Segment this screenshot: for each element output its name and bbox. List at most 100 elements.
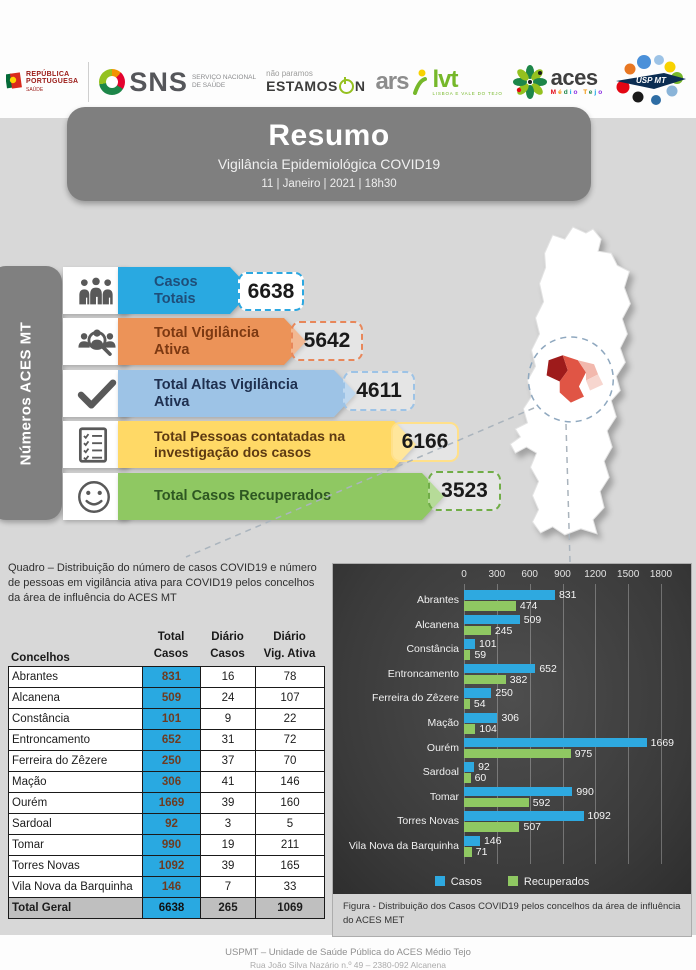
chart-bar-casos [464, 639, 476, 649]
chart-gridline [661, 584, 662, 864]
chart-category-label: Abrantes [416, 594, 459, 606]
title-banner: Resumo Vigilância Epidemiológica COVID19… [67, 107, 591, 201]
cell-diario-vig-ativa: 160 [255, 792, 325, 814]
cell-total-casos: 92 [142, 813, 201, 835]
metric-label: Total Altas Vigilância Ativa [154, 377, 298, 410]
metric-arrow: Total Casos Recuperados [118, 473, 444, 520]
logo-divider [88, 62, 90, 102]
chart-bar-casos [464, 836, 480, 846]
chart-category-label: Mação [427, 717, 459, 729]
chart-bar-casos [464, 590, 555, 600]
cell-diario-vig-ativa: 211 [255, 834, 325, 856]
cell-diario-vig-ativa: 78 [255, 666, 325, 688]
people-group-icon [63, 275, 116, 307]
chart-axis-tick: 1200 [584, 569, 607, 580]
cell-diario-vig-ativa: 5 [255, 813, 325, 835]
chart-bar-value: 975 [574, 747, 593, 760]
chart-category-label: Sardoal [422, 766, 459, 779]
sns-name2: DE SAÚDE [191, 82, 226, 89]
report-subtitle: Vigilância Epidemiológica COVID19 [217, 155, 441, 172]
chart-bar-casos [464, 811, 584, 821]
logo-usp-mt: USP MT [614, 53, 688, 111]
header-concelhos: Concelhos [11, 651, 70, 664]
chart-bar-recuperados [464, 724, 476, 734]
chart-bar-casos [464, 786, 573, 797]
cell-concelho: Ourém [8, 792, 143, 814]
cell-total-casos: 306 [142, 771, 201, 793]
cell-diario-vig-ativa: 22 [255, 708, 325, 730]
chart-category-label: Entroncamento [387, 667, 459, 680]
chart-bar-value: 71 [475, 846, 488, 858]
chart-panel: 0 300 600 900 1200 1500 1800 Abrantes 831 474 Alca… [332, 563, 692, 937]
chart-bar-recuperados [464, 650, 471, 660]
cell-diario-casos: 7 [200, 876, 256, 898]
check-icon [63, 378, 118, 409]
chart-axis-tick: 900 [554, 569, 571, 580]
power-icon [338, 76, 354, 94]
chart-bar-value: 509 [523, 613, 542, 626]
chart-bar-recuperados [464, 797, 529, 808]
table-row: Ferreira do Zêzere 250 37 70 [8, 750, 325, 772]
chart-caption: Figura - Distribuição dos Casos COVID19 … [343, 901, 681, 927]
logo-strip: REPÚBLICA PORTUGUESA SAÚDE SNS SERVIÇO N… [6, 46, 690, 118]
cell-diario-casos: 39 [200, 855, 256, 877]
cell-total-casos: 990 [142, 834, 201, 856]
chart-bar-value: 306 [501, 712, 520, 724]
metric-arrow: Total Pessoas contatadas na investigação… [118, 421, 416, 468]
cell-diario-casos: 24 [200, 687, 256, 709]
cell-diario-casos: 41 [200, 771, 256, 793]
chart-bar-recuperados [464, 773, 471, 783]
cell-diario-vig-ativa: 107 [255, 687, 325, 709]
header-diario-vig: Diário [273, 631, 306, 643]
chart-axis-tick: 0 [461, 569, 467, 580]
republica-line2: PORTUGUESA [26, 78, 79, 86]
estamoson-suffix: N [354, 77, 366, 94]
cell-diario-casos: 39 [200, 792, 256, 814]
table-total-row: Total Geral 6638 265 1069 [8, 897, 325, 919]
cell-concelho: Tomar [8, 834, 143, 856]
cell-total-casos: 101 [142, 708, 201, 730]
chart-bar-recuperados [464, 748, 571, 759]
chart-bar-value: 831 [558, 589, 577, 601]
logo-ars-lvt: ars lvt LISBOA E VALE DO TEJO [375, 66, 503, 96]
table-row: Alcanena 509 24 107 [8, 687, 325, 709]
chart-bar-value: 592 [532, 796, 551, 809]
chart-legend: Casos Recuperados [333, 876, 691, 888]
table-row: Mação 306 41 146 [8, 771, 325, 793]
cell-concelho: Total Geral [8, 897, 143, 919]
logo-sns: SNS SERVIÇO NACIONAL DE SAÚDE [99, 67, 256, 98]
metric-label: Total Pessoas contatadas na investigação… [154, 427, 346, 460]
chart-bar-value: 652 [539, 662, 557, 675]
cell-total-casos: 6638 [142, 897, 201, 919]
footer-address: Rua João Silva Nazário n.º 49 – 2380-092… [250, 960, 446, 970]
cell-total-casos: 652 [142, 729, 201, 751]
table-row: Entroncamento 652 31 72 [8, 729, 325, 751]
header-total: Total [157, 631, 185, 643]
aces-pinwheel-icon [512, 65, 547, 99]
sns-abbr: SNS [129, 66, 188, 97]
footer: USPMT – Unidade de Saúde Pública do ACES… [0, 947, 696, 970]
cell-total-casos: 509 [142, 687, 201, 709]
checklist-icon [63, 426, 110, 464]
table-row: Abrantes 831 16 78 [8, 666, 325, 688]
estamoson-tagline: não paramos [266, 68, 313, 78]
chart-bar-value: 92 [478, 761, 490, 774]
ars-tagline: LISBOA E VALE DO TEJO [432, 90, 503, 96]
table-row: Torres Novas 1092 39 165 [8, 855, 325, 877]
chart-axis-tick: 300 [488, 569, 506, 580]
chart-bar-casos [464, 737, 647, 748]
chart-category-label: Constância [406, 643, 459, 656]
cell-diario-casos: 3 [200, 813, 256, 835]
chart-axis-tick: 1500 [617, 569, 640, 580]
metric-value-box: 6638 [238, 272, 304, 311]
report-title: Resumo [268, 118, 390, 152]
chart-category-label: Alcanena [415, 618, 459, 631]
cell-concelho: Torres Novas [8, 855, 143, 877]
legend-item: Recuperados [507, 876, 589, 888]
sidebar-numeros-aces-mt: Números ACES MT [0, 266, 62, 520]
chart-bar-value: 1669 [650, 736, 675, 749]
logo-republica-portuguesa: REPÚBLICA PORTUGUESA SAÚDE [6, 71, 78, 94]
cell-diario-vig-ativa: 33 [255, 876, 325, 898]
chart-category-label: Ourém [426, 741, 459, 754]
aces-text: aces [550, 65, 598, 91]
